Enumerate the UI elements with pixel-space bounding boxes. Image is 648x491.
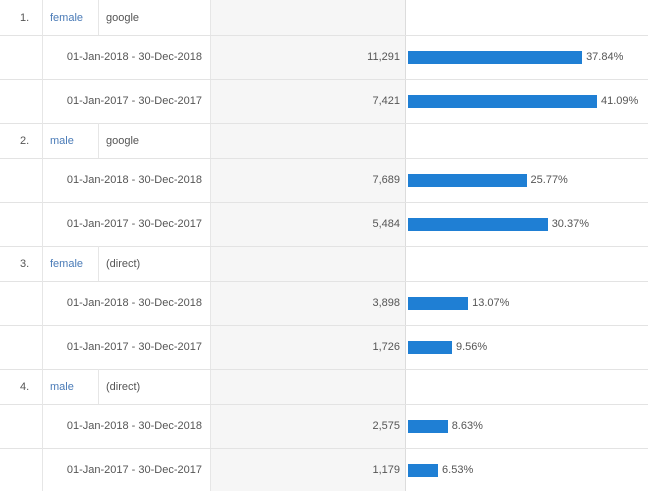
percent-label: 30.37% — [551, 218, 589, 230]
dimension-value: (direct) — [106, 257, 141, 270]
rank: 3. — [20, 257, 30, 270]
date-range: 01-Jan-2018 - 30-Dec-2018 — [66, 51, 202, 63]
date-range: 01-Jan-2018 - 30-Dec-2018 — [66, 420, 202, 432]
percent-label: 37.84% — [586, 51, 624, 63]
cell-divider — [42, 404, 43, 448]
row-divider — [0, 202, 648, 203]
percent-label: 6.53% — [442, 464, 474, 476]
cell-divider — [98, 246, 99, 281]
row-divider — [0, 325, 648, 326]
dimension-value: google — [106, 11, 140, 24]
dimension-link[interactable]: female — [50, 11, 84, 24]
cell-divider — [98, 0, 99, 35]
cell-divider — [42, 202, 43, 246]
metric-column — [210, 0, 405, 491]
date-range: 01-Jan-2017 - 30-Dec-2017 — [66, 95, 202, 107]
cell-divider — [42, 281, 43, 325]
row-divider — [0, 35, 648, 36]
rank: 1. — [20, 11, 30, 24]
cell-divider — [42, 158, 43, 202]
rank: 4. — [20, 380, 30, 393]
percent-bar — [408, 296, 469, 310]
cell-divider — [98, 123, 99, 158]
row-divider — [0, 404, 648, 405]
percent-bar — [408, 50, 583, 64]
dimension-link[interactable]: female — [50, 257, 84, 270]
dimension-link[interactable]: male — [50, 380, 74, 393]
date-range: 01-Jan-2018 - 30-Dec-2018 — [66, 174, 202, 186]
dimension-link[interactable]: male — [50, 134, 74, 147]
cell-divider — [42, 369, 43, 404]
cell-divider — [42, 0, 43, 35]
row-divider — [0, 123, 648, 124]
percent-label: 41.09% — [601, 95, 639, 107]
metric-value: 7,421 — [372, 95, 400, 107]
cell-divider — [42, 325, 43, 369]
metric-value: 11,291 — [367, 51, 400, 63]
date-range: 01-Jan-2017 - 30-Dec-2017 — [66, 464, 202, 476]
cell-divider — [42, 448, 43, 491]
percent-label: 8.63% — [451, 420, 483, 432]
rank: 2. — [20, 134, 30, 147]
percent-bar — [408, 94, 597, 108]
percent-bar — [408, 173, 527, 187]
percent-bar — [408, 419, 448, 433]
cell-divider — [42, 123, 43, 158]
row-divider — [0, 246, 648, 247]
percent-label: 9.56% — [455, 341, 488, 353]
dimension-value: google — [106, 134, 140, 147]
percent-label: 13.07% — [472, 297, 510, 309]
cell-divider — [98, 369, 99, 404]
cell-divider — [42, 35, 43, 79]
row-divider — [0, 79, 648, 80]
row-divider — [0, 158, 648, 159]
metric-value: 2,575 — [372, 420, 400, 432]
cell-divider — [42, 79, 43, 123]
column-divider — [405, 0, 406, 491]
metric-value: 3,898 — [372, 297, 400, 309]
row-divider — [0, 448, 648, 449]
percent-bar — [408, 340, 452, 354]
column-divider — [210, 0, 211, 491]
percent-bar — [408, 217, 548, 231]
row-divider — [0, 369, 648, 370]
date-range: 01-Jan-2017 - 30-Dec-2017 — [66, 218, 202, 230]
date-range: 01-Jan-2018 - 30-Dec-2018 — [66, 297, 202, 309]
dimension-value: (direct) — [106, 380, 141, 393]
percent-bar — [408, 463, 439, 477]
percent-label: 25.77% — [530, 174, 568, 186]
date-range: 01-Jan-2017 - 30-Dec-2017 — [66, 341, 202, 353]
metric-value: 1,179 — [372, 464, 400, 476]
metric-value: 1,726 — [372, 341, 400, 353]
cell-divider — [42, 246, 43, 281]
metric-value: 5,484 — [372, 218, 400, 230]
row-divider — [0, 281, 648, 282]
metric-value: 7,689 — [372, 174, 400, 186]
